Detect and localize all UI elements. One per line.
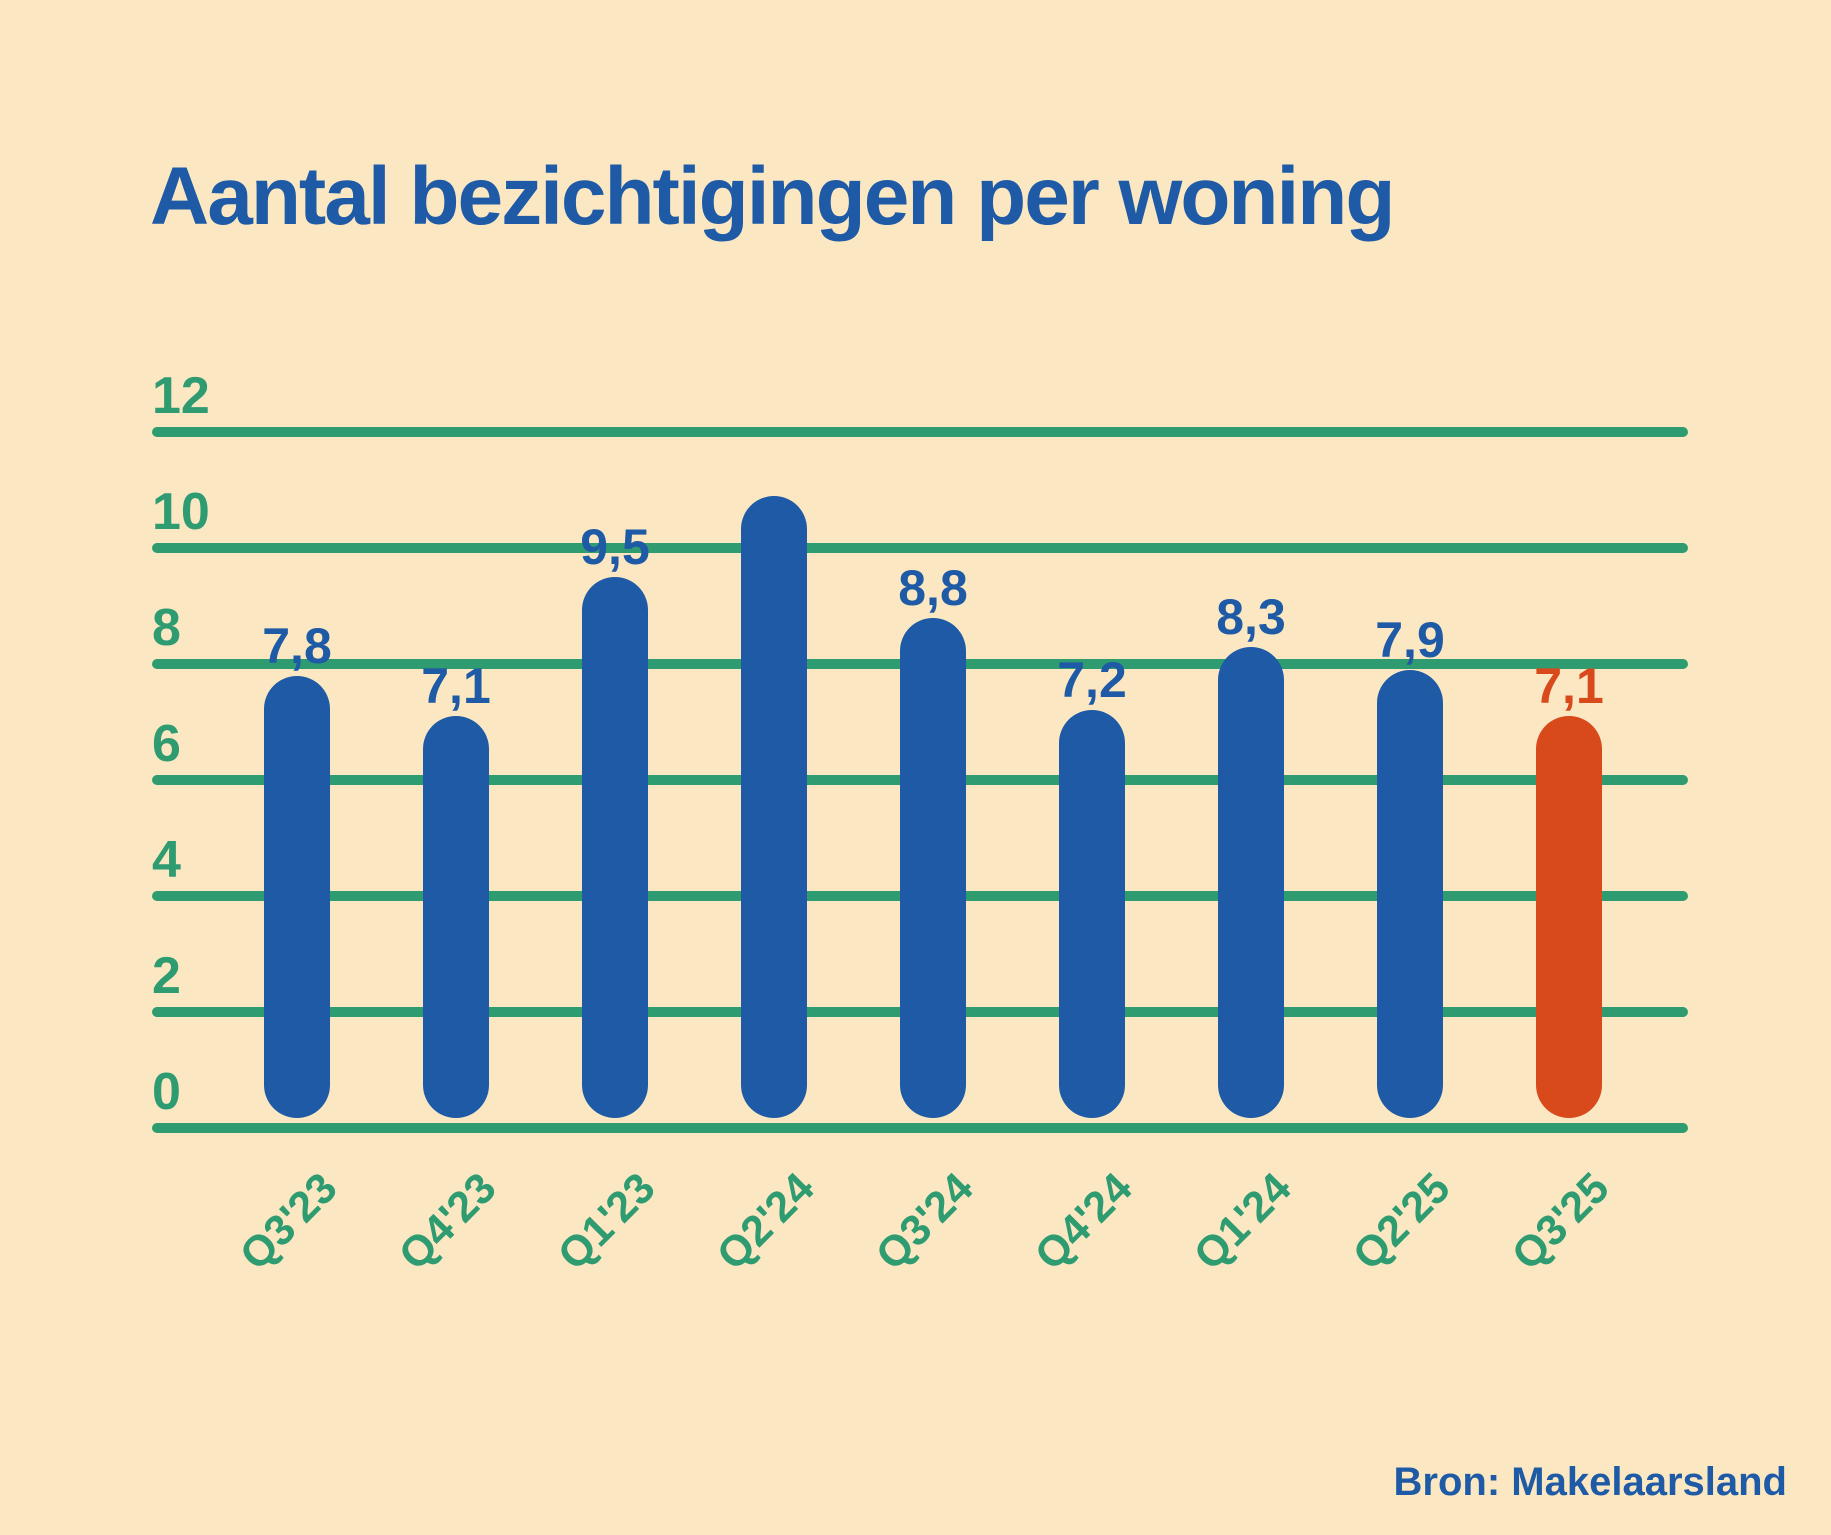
y-tick-4: 4 xyxy=(152,831,181,889)
source-credit: Bron: Makelaarsland xyxy=(1393,1460,1787,1504)
bar-value-q3-23: 7,8 xyxy=(262,617,332,674)
gridline-12 xyxy=(152,427,1688,437)
x-tick-q3-24: Q3'24 xyxy=(866,1163,983,1280)
x-tick-q2-24: Q2'24 xyxy=(707,1163,824,1280)
x-tick-q1-24: Q1'24 xyxy=(1184,1163,1301,1280)
x-tick-q3-23: Q3'23 xyxy=(230,1163,347,1280)
bar-value-q1-23: 9,5 xyxy=(580,519,650,575)
x-tick-q4-24: Q4'24 xyxy=(1025,1163,1142,1280)
y-tick-6: 6 xyxy=(152,715,181,773)
y-tick-2: 2 xyxy=(152,947,181,1005)
bar-value-q3-24: 8,8 xyxy=(898,559,968,616)
x-tick-q3-25: Q3'25 xyxy=(1502,1163,1619,1280)
bar-value-q4-23: 7,1 xyxy=(421,658,491,715)
bar-value-q4-24: 7,2 xyxy=(1057,652,1127,709)
x-tick-q1-23: Q1'23 xyxy=(548,1163,665,1280)
bar-q3-24 xyxy=(900,617,966,1118)
y-tick-12: 12 xyxy=(152,367,210,425)
y-tick-10: 10 xyxy=(152,483,210,541)
chart-title: Aantal bezichtigingen per woning xyxy=(150,151,1395,242)
bar-value-q1-24: 8,3 xyxy=(1216,588,1286,645)
gridline-0 xyxy=(152,1123,1688,1133)
gridline-10 xyxy=(152,543,1688,553)
x-tick-q2-25: Q2'25 xyxy=(1343,1163,1460,1280)
bar-q4-23 xyxy=(423,716,489,1118)
y-tick-0: 0 xyxy=(152,1063,181,1121)
bar-q4-24 xyxy=(1059,710,1125,1118)
bar-q1-24 xyxy=(1218,646,1284,1118)
bar-value-q3-25: 7,1 xyxy=(1534,658,1604,715)
bar-q3-23 xyxy=(264,675,330,1118)
bar-value-q2-25: 7,9 xyxy=(1375,611,1445,668)
bar-q1-23 xyxy=(582,577,648,1118)
bar-q3-25 xyxy=(1536,716,1602,1118)
bar-q2-24 xyxy=(741,495,807,1118)
y-tick-8: 8 xyxy=(152,599,181,657)
bar-q2-25 xyxy=(1377,669,1443,1118)
x-tick-q4-23: Q4'23 xyxy=(389,1163,506,1280)
